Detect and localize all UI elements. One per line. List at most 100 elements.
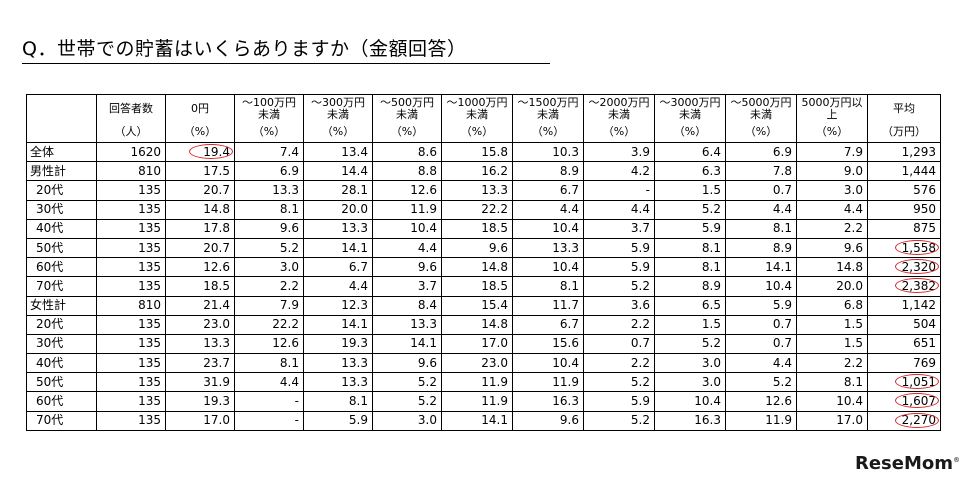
- table-cell: 18.5: [441, 276, 513, 297]
- table-cell: 2,320: [867, 257, 941, 278]
- column-header: ～5000万円未満: [725, 94, 797, 122]
- table-cell: 17.8: [165, 218, 235, 239]
- table-cell: 651: [867, 333, 941, 355]
- table-cell: 810: [96, 295, 166, 316]
- table-cell: 135: [96, 218, 166, 239]
- table-cell: 8.1: [234, 353, 304, 374]
- table-cell: 17.5: [165, 161, 235, 182]
- table-row: 50代 135 20.7 5.2 14.1 4.4 9.6 13.3 5.9 8.1 8.9 9.6 1…: [26, 237, 941, 259]
- table-cell: 16.2: [441, 161, 513, 182]
- savings-table: 回答者数 0円 ～100万円未満 ～300万円未満 ～500万円未満 ～1000万円未満～…: [26, 94, 941, 431]
- table-cell: 5.2: [234, 237, 304, 259]
- table-cell: 13.3: [512, 237, 584, 259]
- page-title: Q．世帯での貯蓄はいくらありますか（金額回答）: [22, 34, 550, 64]
- table-cell: 20.7: [165, 180, 235, 201]
- table-cell: 5.9: [654, 218, 726, 239]
- table-cell: 2,270: [867, 410, 941, 431]
- table-cell: 6.5: [654, 295, 726, 316]
- table-cell: 1.5: [796, 333, 868, 355]
- table-cell: 1.5: [654, 314, 726, 335]
- table-cell: 14.8: [796, 257, 868, 278]
- table-row: 60代 135 19.3-8.1 5.2 11.9 16.3 5.9 10.4 12.6 10.4…: [26, 391, 941, 412]
- table-cell: 4.4: [234, 372, 304, 393]
- table-cell: 875: [867, 218, 941, 239]
- table-cell: 31.9: [165, 372, 235, 393]
- table-cell: 11.9: [725, 410, 797, 431]
- table-cell: 1,607: [867, 391, 941, 412]
- table-cell: 8.1: [796, 372, 868, 393]
- table-cell: 9.6: [234, 218, 304, 239]
- table-cell: 135: [96, 276, 166, 297]
- row-label: 60代: [26, 391, 97, 412]
- table-row: 男性計 810 17.5 6.9 14.4 8.8 16.2 8.9 4.2 6.3 7.8 9.0 1…: [26, 161, 941, 182]
- table-row: 20代 135 23.0 22.2 14.1 13.3 14.8 6.7 2.2 1.5 0.7 1.…: [26, 314, 941, 335]
- table-cell: 4.4: [796, 199, 868, 220]
- table-cell: 2.2: [583, 314, 655, 335]
- table-cell: 11.9: [441, 391, 513, 412]
- table-cell: 13.3: [303, 372, 373, 393]
- table-cell: 135: [96, 257, 166, 278]
- table-cell: 8.1: [654, 237, 726, 259]
- table-cell: 16.3: [512, 391, 584, 412]
- table-cell: 7.4: [234, 141, 304, 163]
- table-cell: 135: [96, 353, 166, 374]
- table-cell: 135: [96, 314, 166, 335]
- table-cell: 10.4: [654, 391, 726, 412]
- table-cell: 6.4: [654, 141, 726, 163]
- table-cell: 8.6: [372, 141, 442, 163]
- table-cell: 2,382: [867, 276, 941, 297]
- table-cell: 4.4: [583, 199, 655, 220]
- table-cell: 10.4: [512, 257, 584, 278]
- table-row: 40代 135 17.8 9.6 13.3 10.4 18.5 10.4 3.7 5.9 8.1 2.…: [26, 218, 941, 239]
- table-cell: 13.3: [303, 218, 373, 239]
- table-cell: 8.1: [725, 218, 797, 239]
- table-cell: 1,142: [867, 295, 941, 316]
- table-cell: 2.2: [583, 353, 655, 374]
- table-cell: 135: [96, 199, 166, 220]
- table-cell: 5.2: [372, 372, 442, 393]
- table-cell: 14.1: [441, 410, 513, 431]
- table-cell: 135: [96, 410, 166, 431]
- table-cell: 135: [96, 237, 166, 259]
- table-cell: 135: [96, 372, 166, 393]
- column-unit: （万円）: [867, 122, 941, 143]
- table-row: 30代 135 13.3 12.6 19.3 14.1 17.0 15.6 0.7 5.2 0.7 1…: [26, 333, 941, 355]
- table-cell: 17.0: [796, 410, 868, 431]
- table-row: 女性計 810 21.4 7.9 12.3 8.4 15.4 11.7 3.6 6.5 5.9 6.8…: [26, 295, 941, 316]
- column-header: 平均: [867, 94, 941, 122]
- table-cell: 14.1: [372, 333, 442, 355]
- row-label: 50代: [26, 237, 97, 259]
- table-cell: 1620: [96, 141, 166, 163]
- table-cell: 17.0: [441, 333, 513, 355]
- table-cell: 5.2: [583, 410, 655, 431]
- table-cell: 23.7: [165, 353, 235, 374]
- table-cell: 5.2: [654, 199, 726, 220]
- table-row: 全体 1620 19.4 7.4 13.4 8.6 15.8 10.3 3.9 6.4 6.9 7.9…: [26, 141, 941, 163]
- table-cell: 3.7: [372, 276, 442, 297]
- table-cell: 12.6: [372, 180, 442, 201]
- table-cell: 8.1: [654, 257, 726, 278]
- table-cell: 2.2: [234, 276, 304, 297]
- column-header: ～3000万円未満: [654, 94, 726, 122]
- column-header: ～2000万円未満: [583, 94, 655, 122]
- column-unit: （%）: [165, 122, 235, 143]
- row-label: 40代: [26, 353, 97, 374]
- table-cell: 3.0: [654, 372, 726, 393]
- table-cell: 6.9: [234, 161, 304, 182]
- table-cell: 4.4: [725, 199, 797, 220]
- table-cell: 11.9: [372, 199, 442, 220]
- table-cell: 1.5: [654, 180, 726, 201]
- table-cell: 19.4: [165, 141, 235, 163]
- table-cell: 950: [867, 199, 941, 220]
- resemom-logo: ReseMom®: [854, 453, 960, 474]
- table-cell: 5.2: [583, 372, 655, 393]
- table-cell: 13.3: [441, 180, 513, 201]
- table-cell: 23.0: [165, 314, 235, 335]
- table-cell: -: [234, 410, 304, 431]
- table-cell: 19.3: [303, 333, 373, 355]
- table-cell: 10.4: [725, 276, 797, 297]
- table-cell: 7.9: [796, 141, 868, 163]
- column-unit: （%）: [654, 122, 726, 143]
- table-cell: 7.9: [234, 295, 304, 316]
- table-cell: 14.8: [441, 314, 513, 335]
